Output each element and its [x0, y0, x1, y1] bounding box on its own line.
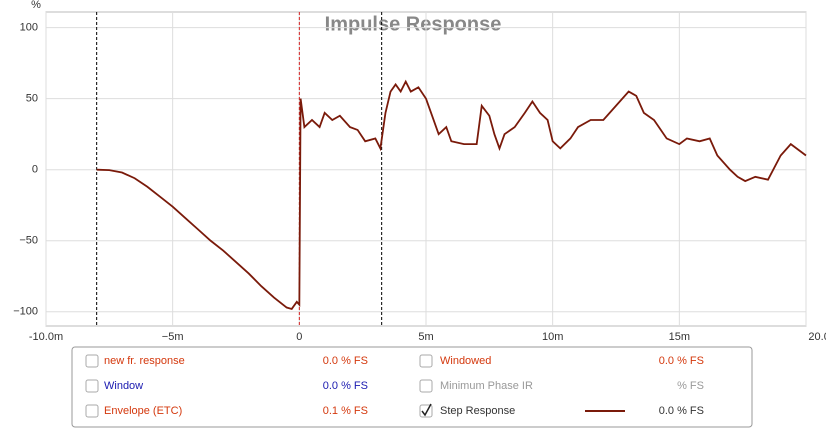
- legend-label[interactable]: new fr. response: [104, 355, 185, 367]
- legend-value: 0.1 % FS: [323, 405, 368, 417]
- x-tick-label: 5m: [418, 331, 433, 343]
- y-unit: %: [31, 0, 41, 11]
- legend-value: 0.0 % FS: [323, 355, 368, 367]
- y-tick-label: −100: [13, 306, 38, 318]
- x-tick-label: −5m: [162, 331, 184, 343]
- legend-label[interactable]: Minimum Phase IR: [440, 380, 533, 392]
- y-tick-label: 100: [20, 22, 38, 34]
- y-tick-label: −50: [19, 235, 38, 247]
- check-mark: [421, 403, 432, 417]
- legend-value: 0.0 % FS: [659, 355, 704, 367]
- checkbox[interactable]: [419, 379, 433, 393]
- legend-value: 0.0 % FS: [323, 380, 368, 392]
- legend-label[interactable]: Windowed: [440, 355, 491, 367]
- legend-panel: [71, 346, 753, 428]
- chart-title: Impulse Response: [325, 13, 502, 35]
- legend-value: 0.0 % FS: [659, 405, 704, 417]
- checkbox[interactable]: [419, 354, 433, 368]
- x-tick-label: 10m: [542, 331, 563, 343]
- legend-label[interactable]: Envelope (ETC): [104, 405, 182, 417]
- checkbox[interactable]: [85, 354, 99, 368]
- legend-label[interactable]: Step Response: [440, 405, 515, 417]
- y-tick-label: 0: [32, 164, 38, 176]
- y-tick-label: 50: [26, 93, 38, 105]
- x-tick-label: -10.0m: [29, 331, 63, 343]
- checkbox[interactable]: [85, 404, 99, 418]
- step-response-line: [96, 79, 807, 310]
- x-tick-label: 0: [296, 331, 302, 343]
- legend-value: % FS: [677, 380, 704, 392]
- legend-label[interactable]: Window: [104, 380, 143, 392]
- x-tick-label: 20.0m s: [808, 331, 826, 343]
- x-tick-label: 15m: [669, 331, 690, 343]
- checkbox[interactable]: [85, 379, 99, 393]
